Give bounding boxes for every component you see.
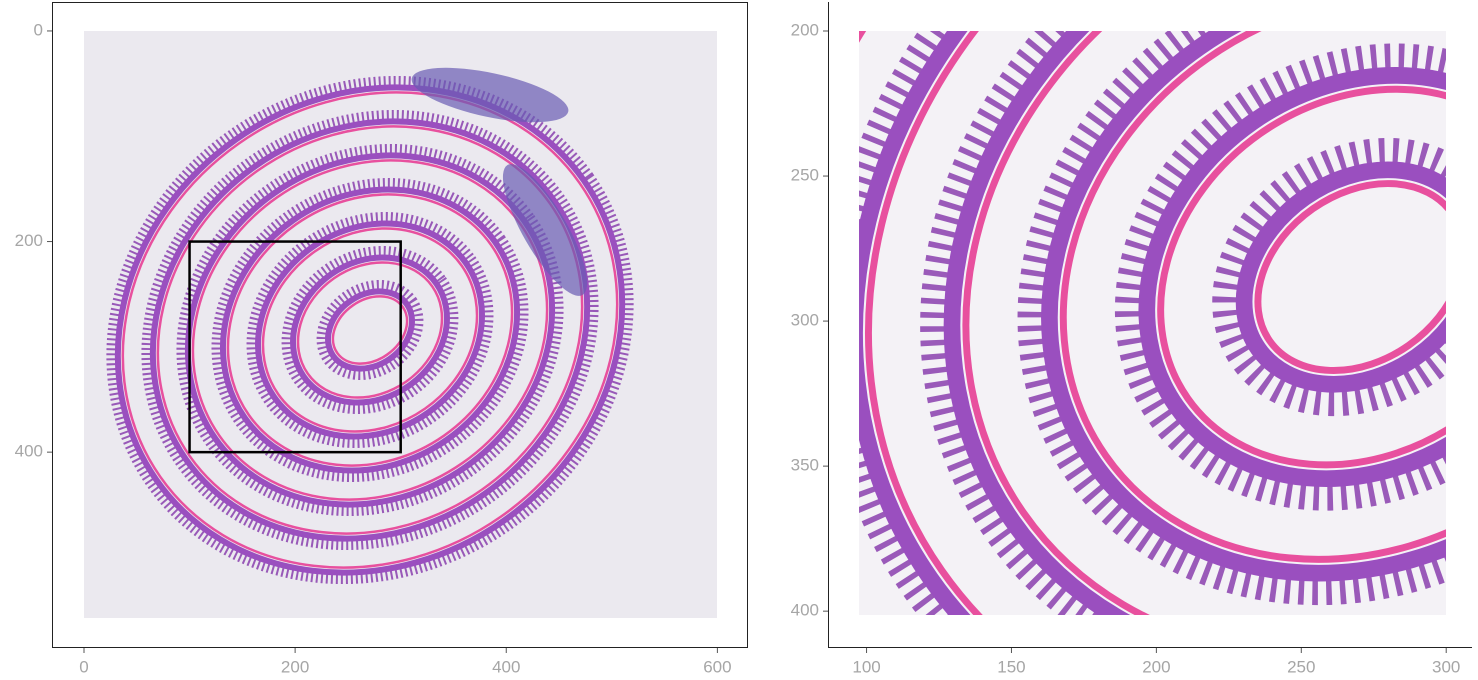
y-tick-label: 0 [34,20,43,39]
y-tick-label: 400 [791,601,819,620]
y-tick-label: 400 [15,442,43,461]
x-tick-label: 200 [281,657,309,676]
x-tick-label: 400 [492,657,520,676]
panel-frame [52,2,748,648]
x-tick-label: 0 [79,657,88,676]
x-tick-label: 100 [852,657,880,676]
y-tick-label: 200 [791,20,819,39]
y-tick-label: 200 [15,231,43,250]
y-tick-label: 350 [791,456,819,475]
x-tick-label: 300 [1432,657,1460,676]
x-tick-label: 150 [997,657,1025,676]
x-tick-label: 250 [1287,657,1315,676]
y-tick-label: 250 [791,166,819,185]
zoom-box [188,240,402,454]
x-tick-label: 200 [1142,657,1170,676]
y-tick-label: 300 [791,311,819,330]
x-tick-label: 600 [703,657,731,676]
